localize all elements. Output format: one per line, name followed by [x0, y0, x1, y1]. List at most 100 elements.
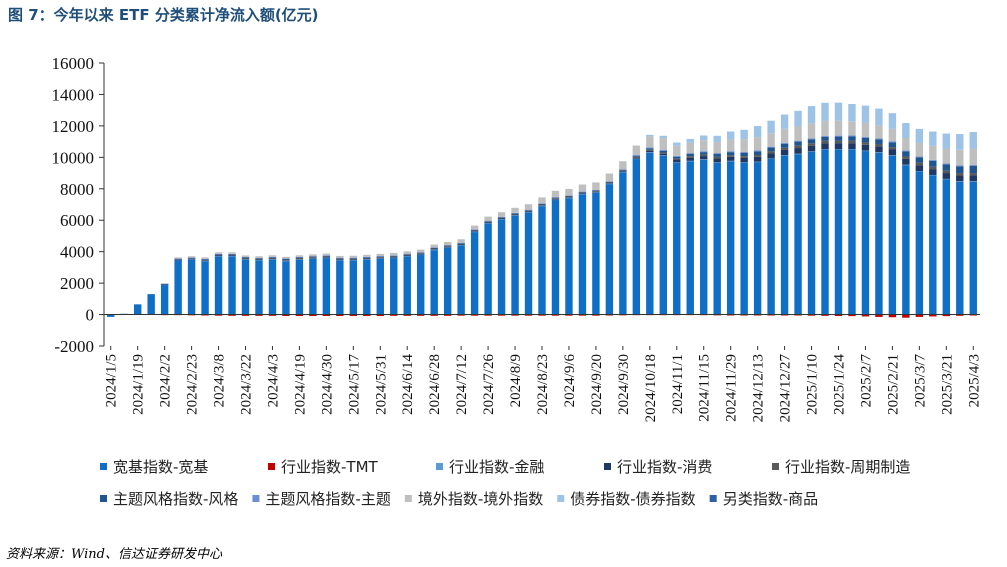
- bar-segment: [740, 156, 748, 158]
- bar-segment: [700, 152, 708, 155]
- bar-segment: [160, 283, 169, 284]
- bar-segment: [255, 257, 263, 259]
- bar-segment: [902, 138, 910, 151]
- legend-label: 行业指数-金融: [449, 458, 544, 476]
- bar-segment: [201, 259, 209, 261]
- bar-segment: [780, 147, 789, 150]
- bar-segment: [646, 134, 654, 137]
- bar-segment: [160, 283, 169, 285]
- bar-segment: [861, 144, 870, 151]
- bar-segment: [282, 258, 290, 260]
- bar-segment: [214, 252, 223, 254]
- bar-segment: [241, 259, 250, 315]
- bar-segment: [605, 182, 614, 184]
- bar-segment: [875, 139, 883, 144]
- bar-segment: [524, 314, 533, 316]
- bar-segment: [861, 151, 870, 315]
- bar-segment: [390, 252, 398, 256]
- bar-segment: [174, 260, 182, 315]
- bar-segment: [753, 154, 762, 157]
- bar-segment: [578, 184, 587, 192]
- bar-segment: [282, 260, 290, 262]
- bar-segment: [875, 152, 883, 315]
- bar-segment: [241, 258, 250, 260]
- bar-segment: [700, 156, 708, 160]
- bar-segment: [861, 142, 870, 145]
- legend-swatch: [772, 463, 779, 470]
- bar-segment: [767, 153, 775, 159]
- x-tick-label: 2025/3/21: [939, 354, 955, 415]
- bar-segment: [403, 255, 411, 257]
- bar-segment: [538, 203, 546, 205]
- bar-segment: [228, 256, 236, 315]
- bar-segment: [767, 147, 775, 152]
- bar-segment: [767, 158, 775, 315]
- bar-segment: [713, 162, 721, 315]
- bar-segment: [511, 212, 519, 214]
- bar-segment: [295, 314, 304, 316]
- bar-segment: [160, 284, 169, 285]
- bar-segment: [133, 304, 142, 315]
- bar-segment: [915, 171, 924, 172]
- bar-segment: [956, 181, 964, 315]
- bar-segment: [929, 166, 937, 170]
- bar-segment: [390, 314, 398, 316]
- bar-segment: [794, 126, 802, 141]
- bar-segment: [700, 154, 708, 157]
- bar-segment: [457, 314, 465, 316]
- bar-segment: [753, 151, 762, 155]
- bar-segment: [942, 178, 951, 180]
- bar-segment: [578, 194, 587, 315]
- bar-segment: [915, 314, 924, 317]
- bar-segment: [187, 256, 196, 258]
- bar-segment: [309, 257, 317, 259]
- bar-segment: [309, 258, 317, 260]
- bar-segment: [174, 258, 182, 260]
- bar-segment: [902, 164, 910, 166]
- bar-segment: [565, 197, 573, 198]
- bar-segment: [484, 223, 492, 315]
- bar-segment: [457, 243, 465, 244]
- bar-segment: [969, 132, 977, 149]
- bar-segment: [511, 214, 519, 216]
- bar-segment: [457, 245, 465, 246]
- bar-segment: [430, 247, 438, 249]
- bar-segment: [390, 257, 398, 259]
- bar-segment: [174, 259, 182, 261]
- bar-segment: [861, 314, 870, 317]
- bar-segment: [780, 149, 789, 156]
- bar-segment: [336, 314, 344, 316]
- x-tick-label: 2024/1/19: [131, 354, 147, 415]
- bar-segment: [726, 161, 735, 315]
- bar-segment: [268, 257, 277, 258]
- x-tick-label: 2024/1/5: [104, 354, 120, 407]
- bar-segment: [861, 138, 870, 143]
- bar-segment: [848, 143, 856, 149]
- legend-label: 宽基指数-宽基: [113, 458, 208, 476]
- bar-segment: [470, 231, 479, 233]
- bar-segment: [592, 190, 600, 192]
- bar-segment: [942, 179, 951, 315]
- bar-segment: [390, 256, 398, 258]
- bar-segment: [228, 253, 236, 255]
- bar-segment: [821, 314, 829, 316]
- bar-segment: [753, 137, 762, 151]
- x-tick-label: 2024/6/28: [427, 354, 443, 415]
- bar-segment: [686, 156, 694, 158]
- bar-segment: [848, 121, 856, 136]
- bar-segment: [160, 284, 169, 315]
- bar-segment: [848, 135, 856, 137]
- y-tick-label: 12000: [52, 117, 95, 136]
- x-tick-label: 2024/4/19: [292, 354, 308, 415]
- bar-segment: [336, 257, 344, 259]
- y-tick-label: 16000: [52, 54, 95, 73]
- legend-item: 行业指数-TMT: [268, 458, 379, 476]
- bar-segment: [268, 257, 277, 259]
- bar-segment: [834, 140, 843, 144]
- bar-segment: [403, 314, 411, 316]
- bar-segment: [363, 314, 371, 316]
- bar-segment: [915, 162, 924, 166]
- bar-segment: [888, 147, 897, 150]
- bar-segment: [268, 256, 277, 258]
- bar-segment: [282, 260, 290, 261]
